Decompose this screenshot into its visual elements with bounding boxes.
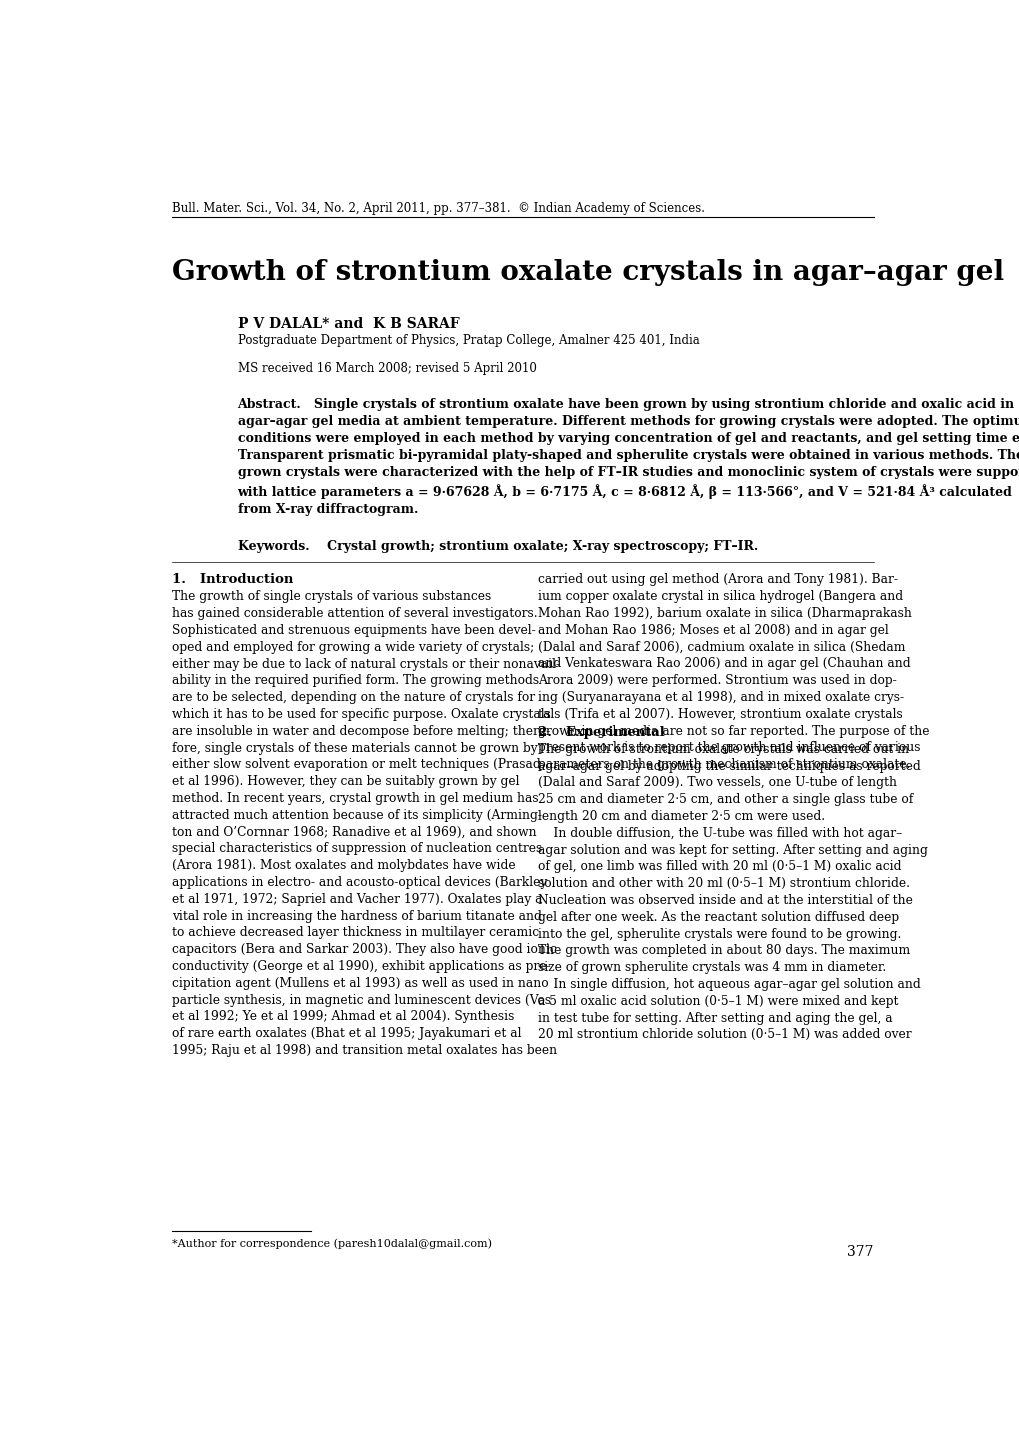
Text: 377: 377	[847, 1244, 873, 1259]
Text: Keywords.    Crystal growth; strontium oxalate; X-ray spectroscopy; FT–IR.: Keywords. Crystal growth; strontium oxal…	[237, 541, 757, 554]
Text: Abstract.   Single crystals of strontium oxalate have been grown by using stront: Abstract. Single crystals of strontium o…	[237, 398, 1019, 515]
Text: 2.   Experimental: 2. Experimental	[538, 725, 664, 738]
Text: *Author for correspondence (paresh10dalal@gmail.com): *Author for correspondence (paresh10dala…	[171, 1239, 491, 1249]
Text: Bull. Mater. Sci., Vol. 34, No. 2, April 2011, pp. 377–381.  © Indian Academy of: Bull. Mater. Sci., Vol. 34, No. 2, April…	[171, 202, 704, 215]
Text: The growth of strontium oxalate crystals was carried out in
agar–agar gel by ado: The growth of strontium oxalate crystals…	[538, 743, 927, 1041]
Text: Postgraduate Department of Physics, Pratap College, Amalner 425 401, India: Postgraduate Department of Physics, Prat…	[237, 335, 699, 348]
Text: P V DALAL* and  K B SARAF: P V DALAL* and K B SARAF	[237, 317, 459, 332]
Text: MS received 16 March 2008; revised 5 April 2010: MS received 16 March 2008; revised 5 Apr…	[237, 362, 536, 375]
Text: Growth of strontium oxalate crystals in agar–agar gel: Growth of strontium oxalate crystals in …	[171, 260, 1003, 287]
Text: The growth of single crystals of various substances
has gained considerable atte: The growth of single crystals of various…	[171, 590, 559, 1057]
Text: 1.   Introduction: 1. Introduction	[171, 574, 292, 587]
Text: carried out using gel method (Arora and Tony 1981). Bar-
ium copper oxalate crys: carried out using gel method (Arora and …	[538, 574, 929, 771]
